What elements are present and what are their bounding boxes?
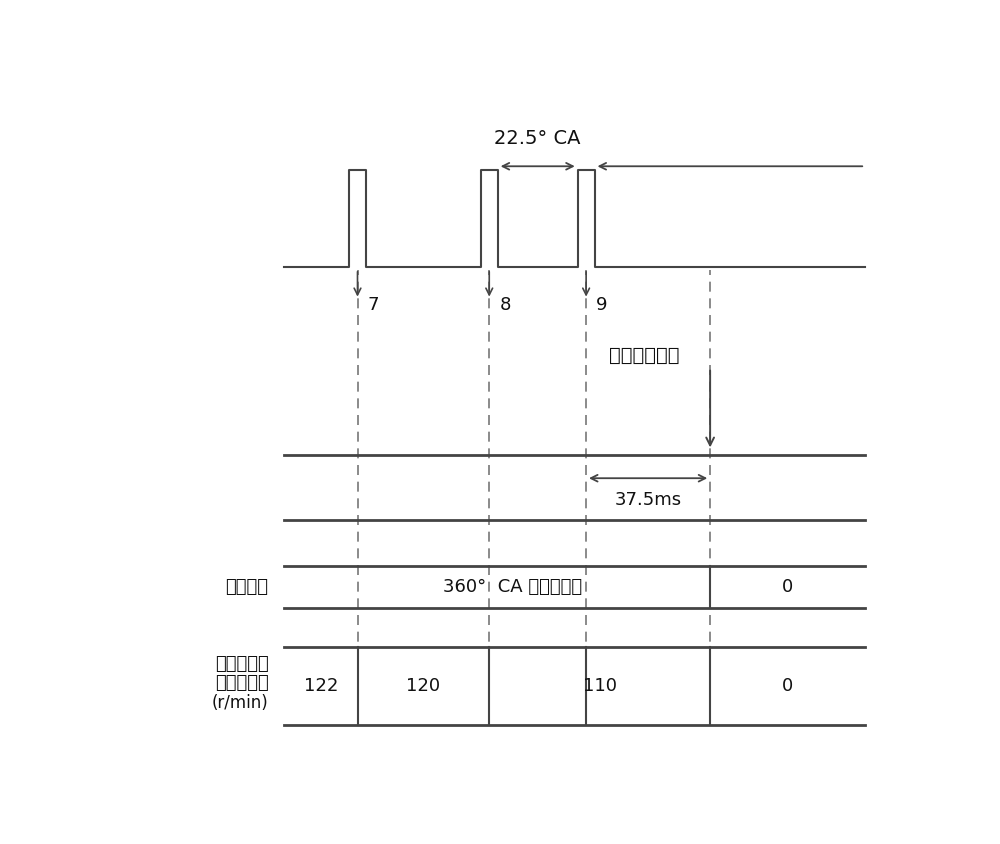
Text: 37.5ms: 37.5ms <box>615 491 682 509</box>
Text: 计算方法切换: 计算方法切换 <box>609 345 680 365</box>
Text: 8: 8 <box>499 296 511 314</box>
Text: 发动机转速: 发动机转速 <box>215 674 268 692</box>
Text: (r/min): (r/min) <box>212 694 268 712</box>
Text: 360°  CA 移动平均値: 360° CA 移动平均値 <box>443 578 582 596</box>
Text: 0: 0 <box>782 578 793 596</box>
Text: 仪表显示用: 仪表显示用 <box>215 655 268 673</box>
Text: 120: 120 <box>406 677 440 695</box>
Text: 0: 0 <box>782 677 793 695</box>
Text: 9: 9 <box>596 296 608 314</box>
Text: 7: 7 <box>368 296 379 314</box>
Text: 22.5° CA: 22.5° CA <box>494 129 581 148</box>
Text: 计算方法: 计算方法 <box>225 578 268 596</box>
Text: 122: 122 <box>304 677 338 695</box>
Text: 110: 110 <box>583 677 617 695</box>
